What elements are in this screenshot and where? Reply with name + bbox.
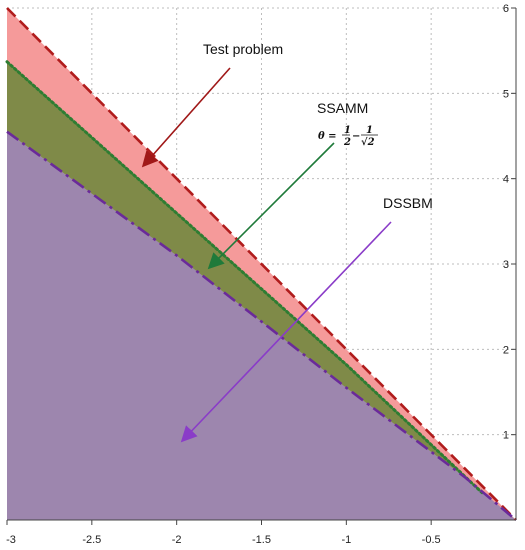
theta-a-num: 1 [344,125,351,136]
series-line-2 [6,130,517,521]
series-line-1 [5,60,484,495]
x-tick-label: -3 [6,534,16,546]
annotation-test-problem-label: Test problem [203,41,283,57]
theta-b-num: 1 [366,125,373,136]
annotation-ssamm-arrow [207,142,335,270]
y-tick-label: 1 [503,430,509,442]
axes [6,7,517,525]
annotation-dssbm: DSSBM [180,195,433,443]
x-tick-label: -2.5 [82,534,101,546]
x-tick-label: -1 [341,534,351,546]
theta-minus: − [352,131,360,142]
annotation-test-problem-arrow [141,67,231,168]
y-tick-label: 5 [503,88,509,100]
annotation-ssamm: SSAMM θ = 1 2 − 1 √2 [207,100,378,270]
theta-a-den: 2 [343,137,351,148]
annotation-test-problem: Test problem [141,41,283,168]
theta-lhs: θ = [318,131,337,142]
x-tick-label: -0.5 [422,534,441,546]
y-tick-label: 6 [503,3,509,15]
theta-b-den: √2 [361,136,375,148]
annotation-dssbm-label: DSSBM [383,195,433,211]
area-fill-2 [7,131,516,520]
x-tick-label: -1.5 [252,534,271,546]
annotation-ssamm-label: SSAMM [317,100,368,116]
theta-formula: θ = 1 2 − 1 √2 [318,125,378,148]
annotation-dssbm-arrow [180,221,392,443]
series-lines [5,7,517,521]
y-tick-label: 2 [503,344,509,356]
series-line-0 [6,7,517,521]
y-tick-label: 3 [503,259,509,271]
x-tick-label: -2 [172,534,182,546]
y-tick-label: 4 [503,174,509,186]
